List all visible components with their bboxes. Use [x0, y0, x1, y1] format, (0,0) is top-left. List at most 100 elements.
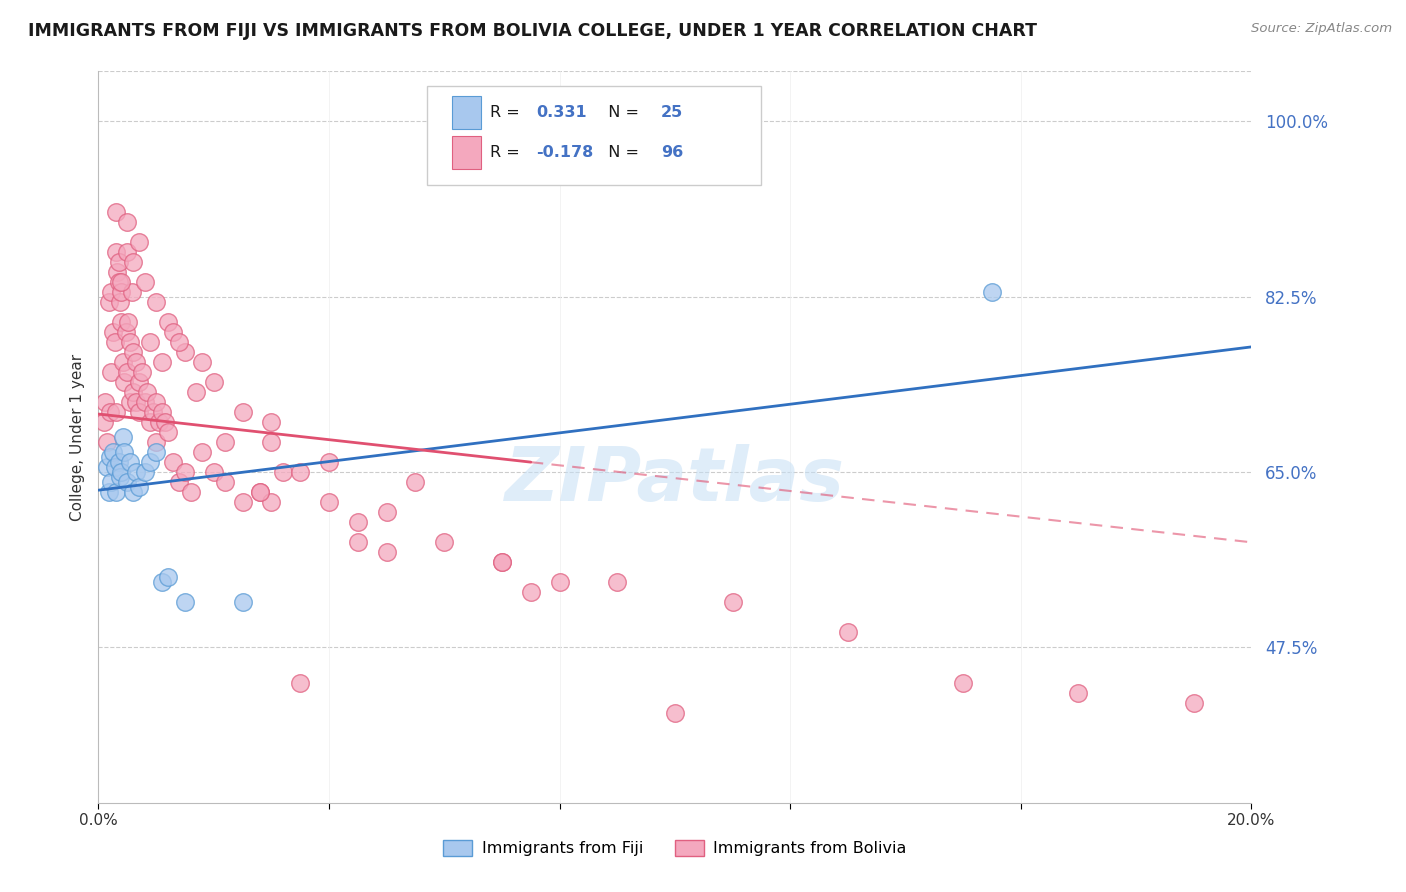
- Point: [290, 675, 312, 690]
- Point: [110, 275, 132, 289]
- Point: [103, 460, 125, 475]
- Point: [347, 535, 370, 549]
- Point: [174, 595, 197, 609]
- Point: [249, 485, 271, 500]
- Point: [100, 365, 122, 379]
- Point: [115, 325, 138, 339]
- Point: [112, 445, 135, 459]
- Point: [120, 395, 142, 409]
- Point: [150, 355, 173, 369]
- Point: [117, 244, 139, 259]
- Point: [156, 315, 179, 329]
- Point: [128, 375, 150, 389]
- Point: [167, 334, 190, 349]
- Point: [148, 415, 170, 429]
- Point: [128, 480, 150, 494]
- Point: [103, 334, 125, 349]
- Point: [120, 334, 142, 349]
- Point: [606, 575, 628, 590]
- Point: [136, 384, 159, 399]
- Point: [96, 435, 118, 450]
- Point: [167, 475, 190, 490]
- Point: [202, 375, 225, 389]
- Point: [110, 285, 132, 299]
- Point: [231, 495, 254, 509]
- Text: R =: R =: [491, 145, 526, 160]
- Point: [664, 706, 686, 720]
- Point: [105, 265, 128, 279]
- Text: 96: 96: [661, 145, 683, 160]
- Text: -0.178: -0.178: [537, 145, 593, 160]
- Point: [107, 254, 129, 268]
- Point: [1067, 685, 1090, 699]
- Point: [98, 450, 121, 464]
- Text: Source: ZipAtlas.com: Source: ZipAtlas.com: [1251, 22, 1392, 36]
- Point: [191, 355, 214, 369]
- Point: [104, 204, 127, 219]
- Point: [97, 294, 120, 309]
- Point: [139, 334, 162, 349]
- Point: [101, 325, 124, 339]
- Point: [98, 405, 121, 419]
- Point: [122, 254, 145, 268]
- Point: [122, 345, 145, 359]
- Point: [111, 430, 134, 444]
- Point: [97, 485, 120, 500]
- Point: [375, 545, 398, 559]
- Point: [271, 465, 294, 479]
- Point: [117, 365, 139, 379]
- Point: [145, 435, 167, 450]
- Point: [318, 455, 340, 469]
- Point: [101, 445, 124, 459]
- Legend: Immigrants from Fiji, Immigrants from Bolivia: Immigrants from Fiji, Immigrants from Bo…: [436, 832, 914, 864]
- Point: [139, 415, 162, 429]
- FancyBboxPatch shape: [427, 86, 762, 185]
- Point: [110, 470, 132, 484]
- Point: [249, 485, 271, 500]
- FancyBboxPatch shape: [453, 95, 481, 128]
- Point: [134, 395, 156, 409]
- Point: [125, 355, 148, 369]
- Point: [260, 495, 283, 509]
- Point: [174, 465, 197, 479]
- FancyBboxPatch shape: [453, 136, 481, 169]
- Point: [104, 244, 127, 259]
- Point: [1182, 696, 1205, 710]
- Point: [491, 555, 513, 569]
- Point: [128, 405, 150, 419]
- Point: [214, 435, 236, 450]
- Point: [347, 515, 370, 529]
- Text: 25: 25: [661, 104, 683, 120]
- Point: [260, 415, 283, 429]
- Point: [110, 465, 132, 479]
- Point: [117, 475, 139, 490]
- Point: [145, 445, 167, 459]
- Point: [186, 384, 208, 399]
- Text: IMMIGRANTS FROM FIJI VS IMMIGRANTS FROM BOLIVIA COLLEGE, UNDER 1 YEAR CORRELATIO: IMMIGRANTS FROM FIJI VS IMMIGRANTS FROM …: [28, 22, 1038, 40]
- Point: [231, 405, 254, 419]
- Point: [128, 235, 150, 249]
- Point: [153, 415, 176, 429]
- Point: [100, 285, 122, 299]
- Text: ZIPatlas: ZIPatlas: [505, 444, 845, 517]
- Text: N =: N =: [598, 104, 644, 120]
- Point: [142, 405, 165, 419]
- Point: [231, 595, 254, 609]
- Point: [125, 465, 148, 479]
- Point: [721, 595, 744, 609]
- Point: [125, 395, 148, 409]
- Point: [112, 375, 135, 389]
- Point: [107, 275, 129, 289]
- Point: [104, 485, 127, 500]
- Point: [156, 425, 179, 439]
- Point: [122, 384, 145, 399]
- Point: [150, 405, 173, 419]
- Point: [134, 275, 156, 289]
- Point: [162, 325, 184, 339]
- Point: [107, 455, 129, 469]
- Point: [156, 570, 179, 584]
- Point: [121, 285, 143, 299]
- Point: [94, 395, 117, 409]
- Point: [174, 345, 197, 359]
- Point: [122, 485, 145, 500]
